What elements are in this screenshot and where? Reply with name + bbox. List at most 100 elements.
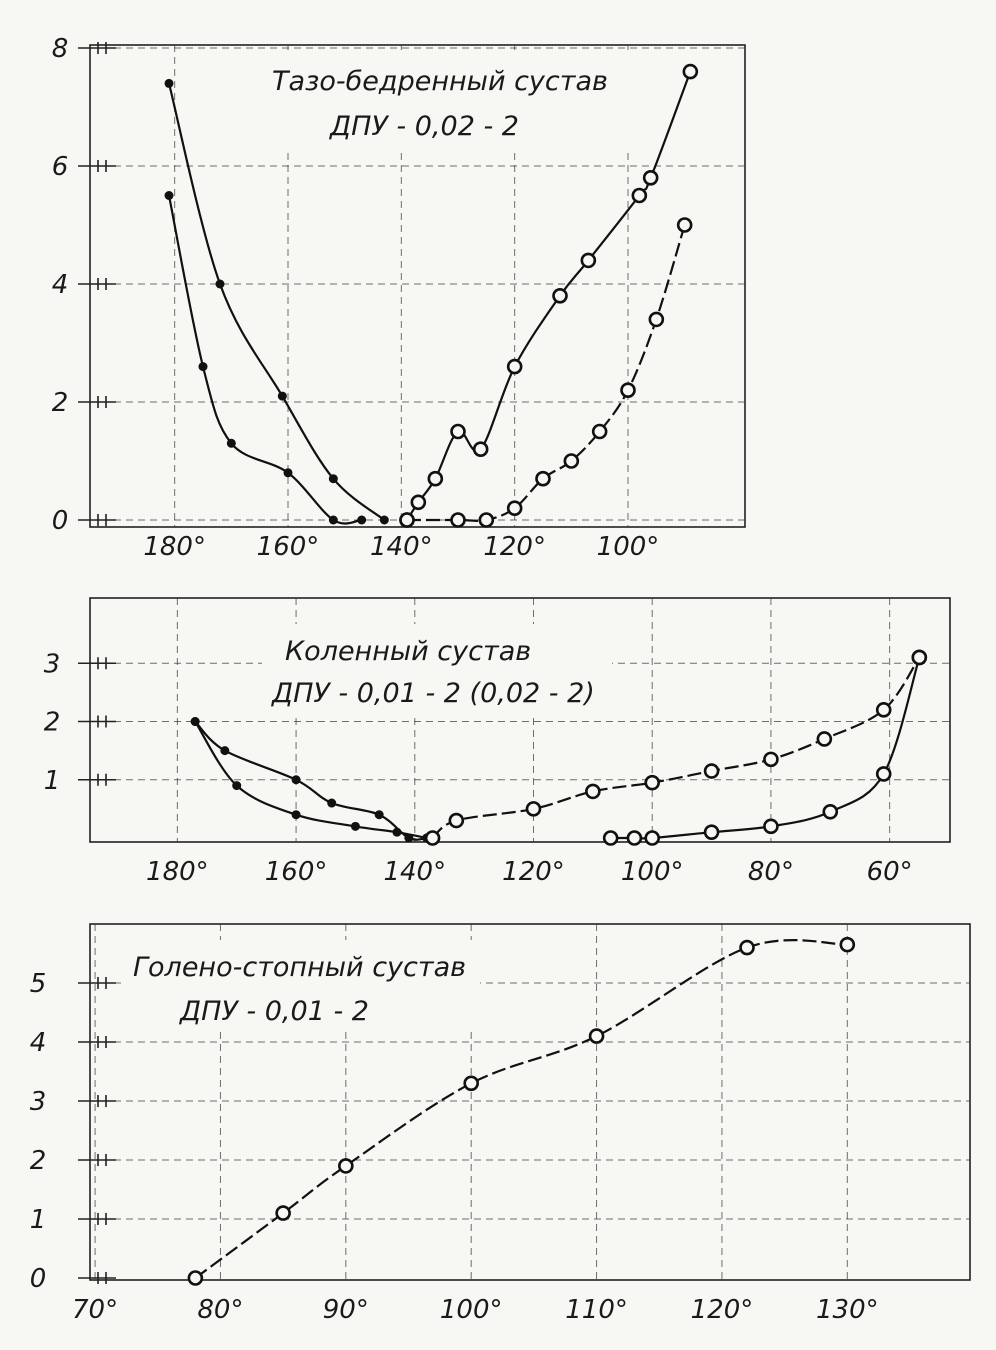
data-point — [187, 1270, 204, 1286]
y-tick-label: 2 — [30, 1146, 47, 1176]
data-point — [472, 441, 489, 458]
data-point — [424, 830, 441, 846]
data-point — [220, 746, 230, 756]
data-point — [585, 783, 601, 800]
x-tick-label: 80° — [197, 1295, 243, 1325]
axis-ticks: 180° 160° 140° 120° 100° 0 2 4 6 8 — [52, 34, 660, 562]
annotation-background — [262, 50, 634, 148]
data-point — [399, 512, 415, 528]
annotation-line-2: ДПУ - 0,01 - 2 — [179, 996, 369, 1027]
data-point — [291, 775, 301, 785]
y-tick-label: 2 — [52, 388, 69, 418]
x-tick-label: 140° — [370, 532, 433, 562]
y-tick-label: 3 — [44, 649, 61, 679]
x-tick-label: 70° — [72, 1295, 118, 1325]
data-point — [164, 191, 174, 200]
y-tick-label: 3 — [30, 1087, 47, 1117]
data-point — [350, 821, 360, 831]
x-tick-label: 60° — [867, 857, 913, 887]
data-point — [591, 423, 608, 440]
data-point — [644, 830, 661, 846]
x-tick-label: 130° — [816, 1295, 879, 1325]
data-point — [580, 252, 597, 269]
knee-joint-chart: 180° 160° 140° 120° 100° 80° 60° 1 2 3 Коленный с… — [44, 597, 951, 887]
annotation-line-2: ДПУ - 0,02 - 2 — [329, 111, 519, 142]
annotation-line-1: Голено-стопный сустав — [133, 952, 466, 983]
data-point — [379, 515, 389, 525]
data-point — [275, 1205, 291, 1221]
data-point — [682, 63, 699, 80]
series-line — [194, 720, 427, 841]
annotation-line-1: Коленный сустав — [285, 636, 531, 667]
y-tick-label: 0 — [30, 1264, 47, 1294]
y-tick-label: 1 — [30, 1205, 47, 1235]
data-point — [816, 731, 833, 747]
data-point — [338, 1158, 354, 1174]
data-point — [563, 453, 580, 469]
data-point — [198, 362, 208, 372]
x-tick-label: 100° — [440, 1295, 503, 1325]
data-point — [463, 1075, 479, 1092]
x-tick-label: 100° — [597, 532, 660, 562]
data-point — [357, 515, 367, 525]
y-tick-label: 2 — [44, 708, 61, 738]
y-tick-label: 8 — [52, 34, 69, 64]
data-point — [478, 512, 495, 528]
data-point — [506, 358, 523, 375]
data-point — [588, 1028, 605, 1044]
data-point — [739, 939, 755, 956]
x-tick-label: 80° — [748, 857, 794, 887]
data-point — [763, 818, 779, 835]
data-point — [327, 798, 337, 808]
series-lines — [167, 71, 692, 525]
plot-frame — [89, 923, 971, 1281]
data-point — [911, 649, 928, 666]
data-point — [703, 824, 720, 840]
annotation-line-1: Тазо-бедренный сустав — [272, 66, 608, 97]
data-point — [283, 468, 293, 478]
data-point — [552, 287, 568, 304]
data-point — [525, 801, 542, 817]
data-point — [226, 438, 236, 448]
data-point — [602, 830, 619, 846]
data-point — [648, 311, 665, 328]
data-point — [448, 812, 465, 829]
x-tick-label: 160° — [257, 532, 320, 562]
plot-frame — [89, 597, 951, 843]
annotation-background — [125, 940, 480, 1032]
x-tick-label: 180° — [143, 532, 206, 562]
hip-joint-chart: 180° 160° 140° 120° 100° 0 2 4 6 8 Тазо-бедренный… — [52, 34, 746, 562]
data-point — [215, 279, 225, 289]
y-tick-label: 4 — [52, 270, 69, 300]
series-points — [187, 936, 856, 1286]
data-point — [450, 423, 466, 440]
data-point — [427, 470, 444, 487]
data-point — [763, 751, 779, 768]
data-point — [839, 936, 856, 953]
data-point — [703, 763, 720, 779]
series-line — [167, 83, 385, 521]
data-point — [164, 78, 174, 88]
data-point — [620, 382, 636, 399]
data-point — [644, 774, 661, 791]
annotation-line-2: ДПУ - 0,01 - 2 (0,02 - 2) — [271, 678, 595, 709]
x-tick-label: 120° — [502, 857, 565, 887]
data-point — [822, 803, 839, 820]
plot-frame — [89, 44, 746, 528]
data-point — [374, 810, 384, 820]
data-point — [875, 766, 892, 782]
series-points — [190, 649, 928, 846]
data-point — [190, 717, 200, 726]
y-tick-label: 5 — [30, 969, 47, 999]
data-point — [277, 391, 287, 401]
x-tick-label: 120° — [691, 1295, 754, 1325]
x-tick-label: 140° — [383, 857, 446, 887]
data-point — [631, 187, 648, 204]
data-point — [450, 512, 466, 528]
series-points — [164, 63, 699, 528]
y-tick-label: 4 — [30, 1028, 47, 1058]
data-point — [506, 500, 523, 517]
data-point — [626, 830, 643, 846]
x-tick-label: 100° — [621, 857, 684, 887]
